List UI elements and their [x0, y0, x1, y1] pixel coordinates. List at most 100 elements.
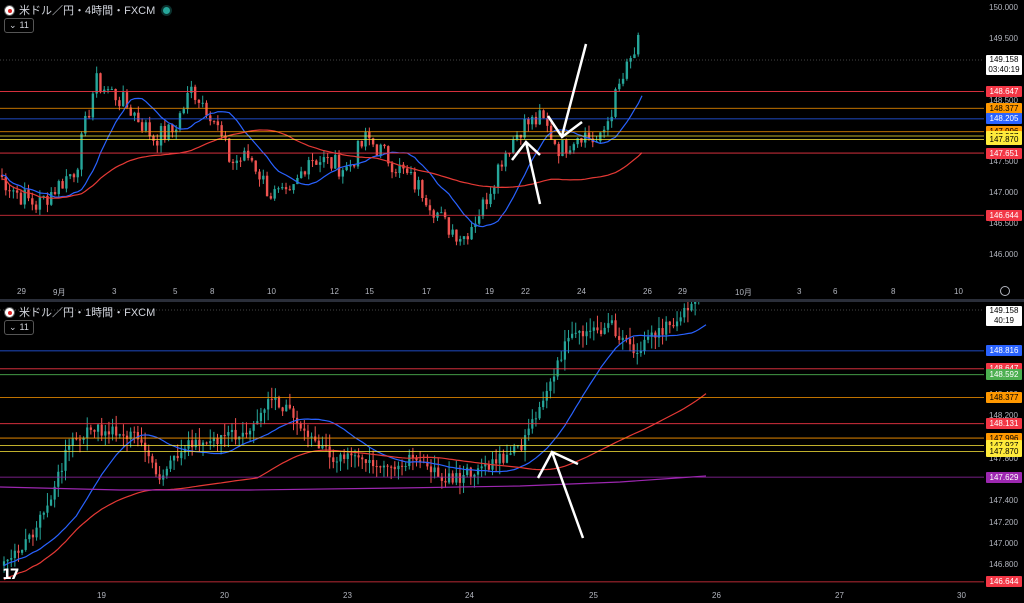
candle-body[interactable] — [46, 195, 49, 205]
candle-body[interactable] — [426, 461, 429, 467]
candle-body[interactable] — [137, 112, 140, 123]
candle-body[interactable] — [76, 169, 79, 178]
candle-body[interactable] — [288, 404, 291, 409]
candle-body[interactable] — [162, 475, 165, 480]
candle-body[interactable] — [599, 330, 603, 334]
candle-body[interactable] — [216, 437, 219, 445]
candle-body[interactable] — [421, 180, 424, 198]
candle-body[interactable] — [437, 467, 440, 477]
candle-body[interactable] — [80, 133, 83, 170]
symbol-header-4h[interactable]: 米ドル／円・4時間・FXCM — [4, 2, 171, 18]
candle-body[interactable] — [106, 89, 110, 91]
panel-divider[interactable] — [0, 299, 1024, 302]
candle-body[interactable] — [148, 122, 151, 137]
candle-body[interactable] — [270, 399, 273, 401]
candle-body[interactable] — [643, 339, 646, 351]
candle-body[interactable] — [534, 418, 538, 420]
ma-slow-line[interactable] — [1, 129, 643, 199]
candle-body[interactable] — [585, 331, 588, 337]
candle-body[interactable] — [397, 465, 400, 470]
candle-body[interactable] — [357, 455, 360, 458]
candle-body[interactable] — [350, 453, 353, 456]
candle-body[interactable] — [68, 174, 72, 177]
candle-body[interactable] — [413, 171, 416, 190]
candle-body[interactable] — [259, 412, 263, 422]
candle-body[interactable] — [675, 321, 679, 327]
candle-body[interactable] — [500, 164, 504, 167]
candle-body[interactable] — [53, 486, 56, 500]
candle-body[interactable] — [466, 236, 469, 240]
candle-body[interactable] — [91, 93, 95, 118]
candle-body[interactable] — [534, 116, 538, 125]
candle-body[interactable] — [473, 474, 476, 477]
candle-body[interactable] — [198, 439, 201, 446]
gear-icon[interactable] — [1000, 286, 1010, 296]
candle-body[interactable] — [592, 327, 595, 331]
candle-body[interactable] — [277, 188, 280, 190]
candle-body[interactable] — [201, 102, 204, 104]
candle-body[interactable] — [31, 534, 35, 538]
candle-body[interactable] — [382, 465, 386, 468]
candle-body[interactable] — [23, 189, 26, 205]
candle-body[interactable] — [172, 455, 176, 461]
candle-body[interactable] — [368, 460, 371, 463]
candle-body[interactable] — [317, 440, 320, 449]
candle-body[interactable] — [183, 448, 187, 453]
candle-body[interactable] — [633, 54, 636, 59]
candle-body[interactable] — [513, 446, 516, 454]
candle-body[interactable] — [599, 132, 602, 142]
candle-body[interactable] — [306, 430, 310, 437]
candle-body[interactable] — [87, 115, 91, 118]
candle-body[interactable] — [288, 189, 292, 191]
candle-body[interactable] — [417, 180, 420, 190]
candle-body[interactable] — [193, 86, 197, 100]
candle-body[interactable] — [31, 198, 34, 205]
candle-body[interactable] — [364, 459, 367, 463]
candle-body[interactable] — [330, 157, 333, 169]
candle-body[interactable] — [46, 505, 49, 513]
candle-body[interactable] — [614, 320, 617, 337]
annotation-arrow[interactable] — [550, 451, 585, 539]
chart-panel-4h[interactable]: 米ドル／円・4時間・FXCM ⌄ 11 — [0, 0, 1024, 299]
candle-body[interactable] — [356, 140, 360, 167]
candle-body[interactable] — [481, 199, 485, 217]
candle-body[interactable] — [212, 437, 215, 442]
candle-body[interactable] — [516, 445, 519, 447]
candle-body[interactable] — [334, 154, 337, 169]
candle-body[interactable] — [34, 204, 38, 210]
candle-body[interactable] — [64, 449, 67, 471]
candle-body[interactable] — [368, 131, 371, 139]
candle-body[interactable] — [326, 157, 329, 159]
candle-body[interactable] — [621, 337, 624, 340]
candle-body[interactable] — [632, 344, 635, 354]
candle-body[interactable] — [104, 431, 107, 436]
candle-body[interactable] — [35, 527, 38, 538]
candle-body[interactable] — [71, 438, 74, 446]
candle-body[interactable] — [42, 512, 45, 515]
candle-body[interactable] — [254, 160, 257, 172]
candle-body[interactable] — [114, 88, 117, 101]
candle-body[interactable] — [565, 140, 568, 154]
candle-body[interactable] — [443, 212, 447, 218]
candle-body[interactable] — [95, 73, 98, 94]
candle-body[interactable] — [394, 172, 398, 174]
candle-body[interactable] — [49, 499, 53, 506]
candle-body[interactable] — [502, 453, 505, 463]
candle-body[interactable] — [606, 121, 610, 130]
candle-body[interactable] — [324, 445, 328, 447]
candle-body[interactable] — [176, 455, 179, 459]
candle-body[interactable] — [133, 112, 136, 116]
candle-body[interactable] — [451, 229, 454, 235]
candle-body[interactable] — [68, 445, 71, 450]
candle-body[interactable] — [361, 457, 364, 460]
candle-body[interactable] — [118, 100, 121, 107]
candle-body[interactable] — [476, 468, 480, 475]
candle-body[interactable] — [163, 126, 167, 140]
candle-body[interactable] — [440, 212, 443, 214]
candle-body[interactable] — [274, 397, 277, 400]
candle-body[interactable] — [178, 113, 182, 130]
candle-body[interactable] — [235, 160, 238, 164]
candle-body[interactable] — [205, 102, 208, 116]
candle-body[interactable] — [603, 327, 606, 334]
candle-body[interactable] — [335, 461, 339, 463]
